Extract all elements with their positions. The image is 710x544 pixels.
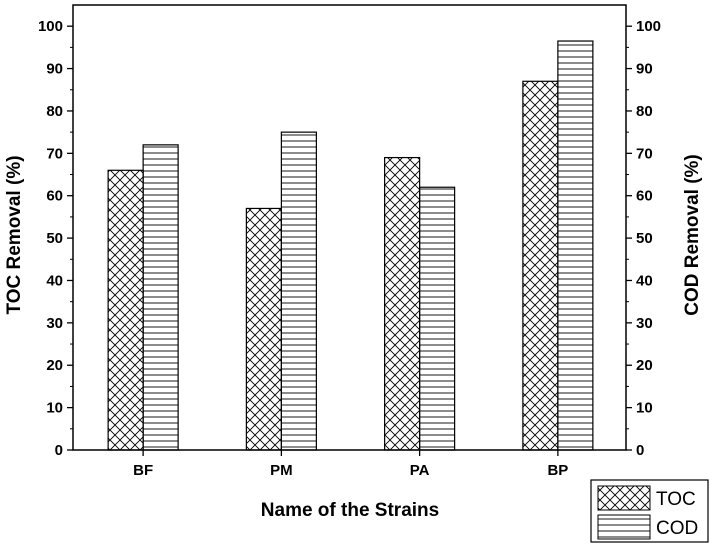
y2-tick-label: 10 xyxy=(636,400,653,417)
axes-layer: 0 0 10 10 20 20 30 30 40 40 50 50 60 60 70 70 80 80 90 90 10… xyxy=(38,4,661,479)
y-tick-label: 100 xyxy=(38,18,63,35)
bar-toc-pm xyxy=(245,207,282,451)
legend-label-toc: TOC xyxy=(656,489,696,510)
y2-tick-label: 90 xyxy=(636,61,653,78)
y2-tick-label: 50 xyxy=(636,230,653,247)
y2-tick-label: 30 xyxy=(636,315,653,332)
bar-cod-bp xyxy=(557,40,594,451)
bar-cod-pa xyxy=(419,186,456,451)
y2-tick-label: 40 xyxy=(636,272,653,289)
y-tick-label: 10 xyxy=(46,400,63,417)
x-axis-title: Name of the Strains xyxy=(261,500,439,521)
y-tick-label: 50 xyxy=(46,230,63,247)
y-tick-label: 90 xyxy=(46,61,63,78)
legend-swatch-cod xyxy=(597,514,651,540)
y-tick-label: 30 xyxy=(46,315,63,332)
bar-cod-bf xyxy=(142,144,179,451)
x-tick-label: BP xyxy=(547,462,568,479)
y-tick-label: 80 xyxy=(46,103,63,120)
y-tick-label: 60 xyxy=(46,188,63,205)
x-tick-label: BF xyxy=(133,462,153,479)
legend-label-cod: COD xyxy=(656,518,698,539)
bar-toc-pa xyxy=(384,156,421,451)
y-tick-label: 40 xyxy=(46,272,63,289)
y-tick-label: 20 xyxy=(46,357,63,374)
y-axis-title: TOC Removal (%) xyxy=(4,155,25,314)
legend: TOC COD xyxy=(590,479,709,543)
plot-frame xyxy=(72,4,627,451)
y-tick-label: 70 xyxy=(46,145,63,162)
y2-tick-label: 100 xyxy=(636,18,661,35)
y2-tick-label: 0 xyxy=(636,442,644,459)
y2-tick-label: 20 xyxy=(636,357,653,374)
legend-swatch-toc xyxy=(597,485,651,511)
bar-toc-bp xyxy=(522,80,559,451)
bar-toc-bf xyxy=(107,169,144,451)
y-tick-label: 0 xyxy=(55,442,63,459)
bars-layer xyxy=(107,40,594,451)
y2-tick-label: 80 xyxy=(636,103,653,120)
y2-axis-title: COD Removal (%) xyxy=(682,154,703,316)
y2-tick-label: 60 xyxy=(636,188,653,205)
x-tick-label: PM xyxy=(270,462,293,479)
x-tick-label: PA xyxy=(410,462,430,479)
bar-cod-pm xyxy=(280,131,317,451)
y2-tick-label: 70 xyxy=(636,145,653,162)
